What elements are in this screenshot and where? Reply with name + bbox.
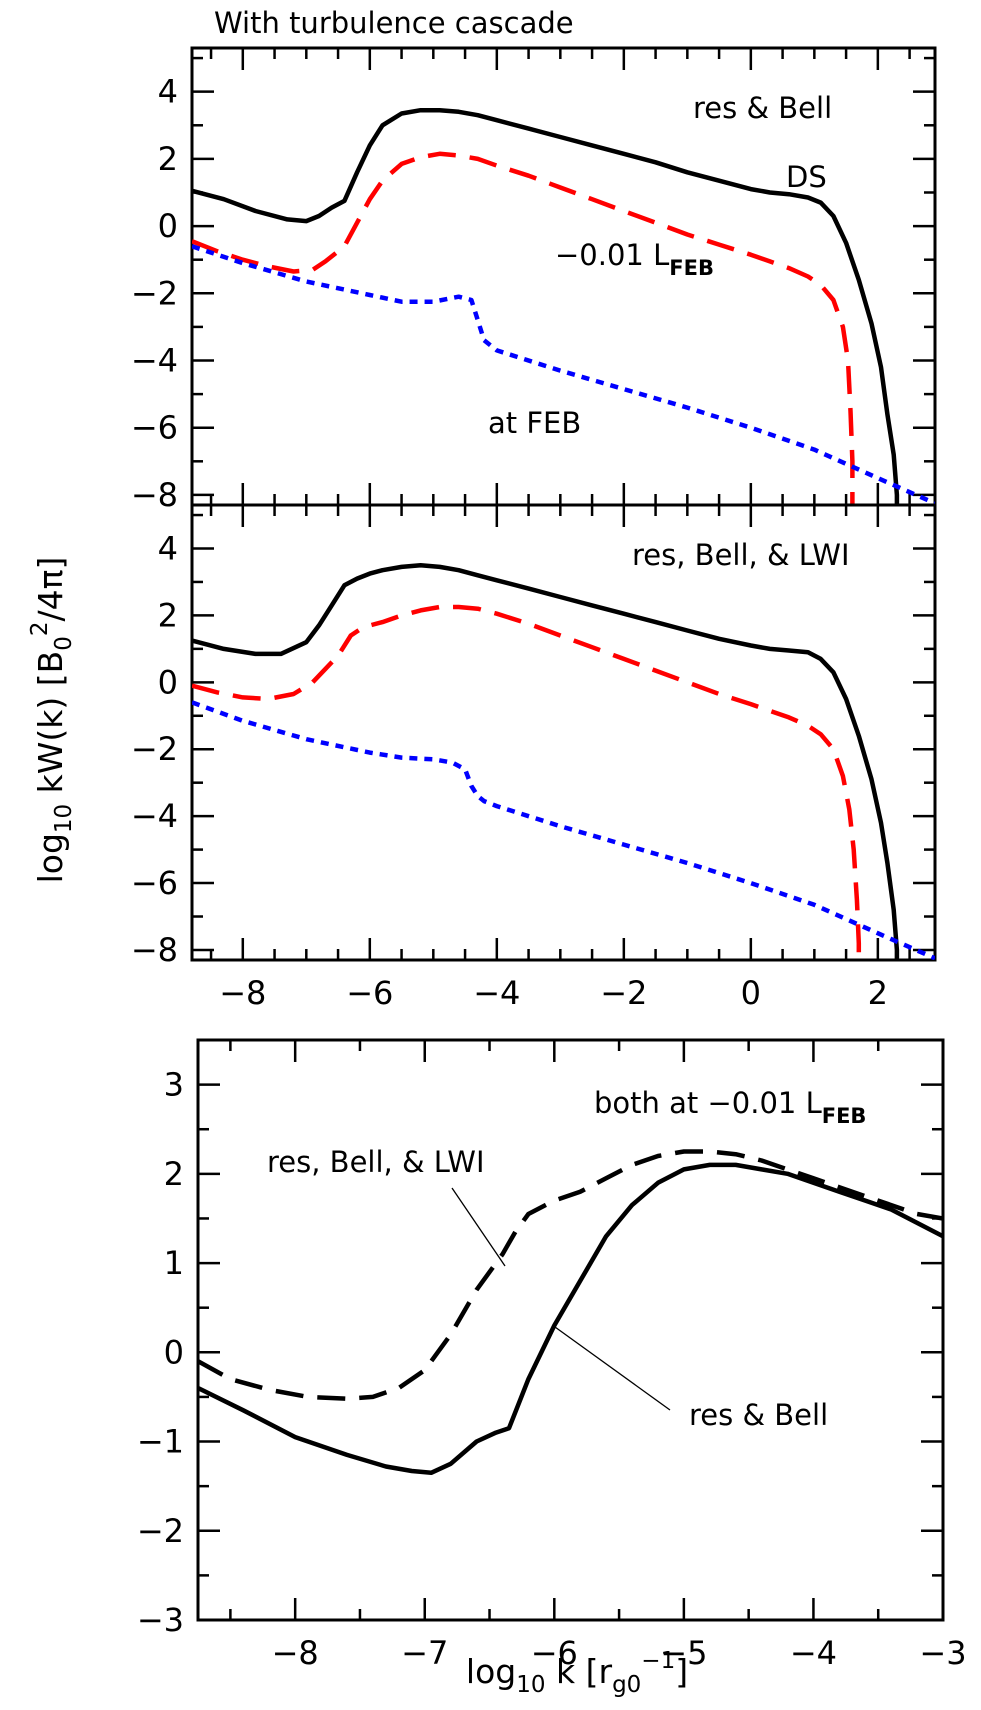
label-feb-minus-main: −0.01 L bbox=[555, 238, 669, 272]
ylabel-mid: kW(k) [B bbox=[31, 651, 70, 804]
label-res-bell-bottom: res & Bell bbox=[689, 1398, 828, 1432]
y-tick-label: −4 bbox=[131, 342, 178, 380]
xlabel-subg0: g0 bbox=[612, 1672, 641, 1698]
y-tick-label: 0 bbox=[158, 207, 178, 245]
x-tick-label: −4 bbox=[473, 974, 520, 1012]
x-tick-label: 0 bbox=[741, 974, 761, 1012]
y-tick-label: 2 bbox=[158, 140, 178, 178]
leader-line-lwi bbox=[451, 1187, 506, 1267]
xlabel-post: ] bbox=[675, 1652, 688, 1691]
annotations: res & Bell DS −0.01 LFEB at FEB res, Bel… bbox=[267, 91, 866, 1432]
series-line-ds bbox=[192, 107, 900, 505]
plot-frame bbox=[190, 503, 937, 962]
label-at-feb: at FEB bbox=[488, 406, 581, 440]
xlabel-sub10: 10 bbox=[516, 1672, 545, 1698]
ylabel-sup2: 2 bbox=[27, 621, 53, 636]
label-res-bell-lwi-bottom: res, Bell, & LWI bbox=[267, 1145, 485, 1179]
x-tick-label: −8 bbox=[219, 974, 266, 1012]
label-both-sub: FEB bbox=[822, 1104, 867, 1128]
x-tick-label: −5 bbox=[660, 1634, 707, 1672]
ylabel-sub10: 10 bbox=[51, 804, 77, 833]
y-tick-label: −2 bbox=[131, 730, 178, 768]
y-tick-label: −3 bbox=[137, 1601, 184, 1639]
series-line-feb_minus bbox=[192, 604, 862, 960]
label-both-main: both at −0.01 L bbox=[594, 1086, 822, 1120]
series-line-res_bell_lwi bbox=[198, 1149, 943, 1401]
y-tick-label: 4 bbox=[158, 529, 178, 567]
x-tick-label: −6 bbox=[346, 974, 393, 1012]
label-feb-minus-sub: FEB bbox=[669, 256, 714, 280]
plot-frame bbox=[196, 1038, 945, 1622]
series-line-ds bbox=[192, 562, 900, 960]
leader-line-bell bbox=[554, 1326, 671, 1411]
panel-middle-res-bell-lwi: −8 −6 −4 −2 0 2 4 −8 −6 −4 −2 0 2 bbox=[131, 503, 937, 1012]
x-axis-label: log10 k [rg0−1] bbox=[466, 1648, 688, 1698]
panel-top-res-bell: −8 −6 −4 −2 0 2 4 bbox=[131, 46, 937, 514]
x-tick-label: 2 bbox=[868, 974, 888, 1012]
series-line-res_bell bbox=[198, 1162, 943, 1476]
series-line-feb_minus bbox=[192, 151, 855, 505]
y-tick-label: −6 bbox=[131, 409, 178, 447]
y-tick-label: −8 bbox=[131, 476, 178, 514]
label-feb-minus: −0.01 LFEB bbox=[555, 238, 714, 280]
xlabel-sup: −1 bbox=[641, 1648, 675, 1674]
panel-bottom-comparison: −3 −2 −1 0 1 2 3 −8 −7 −6 −5 −4 −3 bbox=[137, 1038, 967, 1672]
label-ds: DS bbox=[786, 160, 827, 194]
y-tick-label: −2 bbox=[131, 274, 178, 312]
y-tick-label: 2 bbox=[164, 1155, 184, 1193]
y-tick-label: 4 bbox=[158, 73, 178, 111]
x-tick-label: −7 bbox=[401, 1634, 448, 1672]
y-tick-label: 3 bbox=[164, 1066, 184, 1104]
x-tick-label: −6 bbox=[531, 1634, 578, 1672]
y-tick-label: −1 bbox=[137, 1423, 184, 1461]
x-tick-label: −4 bbox=[790, 1634, 837, 1672]
label-res-bell-top: res & Bell bbox=[693, 91, 832, 125]
y-tick-label: −8 bbox=[131, 931, 178, 969]
series-line-at_feb bbox=[192, 700, 935, 960]
figure-title: With turbulence cascade bbox=[214, 6, 574, 40]
x-tick-label: −8 bbox=[272, 1634, 319, 1672]
y-tick-label: −2 bbox=[137, 1512, 184, 1550]
series-line-at_feb bbox=[192, 244, 935, 505]
x-tick-label: −2 bbox=[600, 974, 647, 1012]
y-tick-label: −6 bbox=[131, 864, 178, 902]
ylabel-sub0: 0 bbox=[51, 636, 77, 651]
y-axis-label: log10 kW(k) [B02/4π] bbox=[27, 557, 77, 884]
label-res-bell-lwi-mid: res, Bell, & LWI bbox=[632, 538, 850, 572]
ylabel-log: log bbox=[31, 833, 70, 883]
y-tick-label: 1 bbox=[164, 1244, 184, 1282]
y-tick-label: −4 bbox=[131, 797, 178, 835]
y-tick-label: 0 bbox=[164, 1333, 184, 1371]
ylabel-post: /4π] bbox=[31, 557, 70, 622]
xlabel-mid: k [r bbox=[546, 1652, 613, 1691]
x-tick-label: −3 bbox=[919, 1634, 966, 1672]
xlabel-log: log bbox=[466, 1652, 516, 1691]
y-tick-label: 2 bbox=[158, 596, 178, 634]
y-tick-label: 0 bbox=[158, 663, 178, 701]
label-both-at-feb: both at −0.01 LFEB bbox=[594, 1086, 866, 1128]
